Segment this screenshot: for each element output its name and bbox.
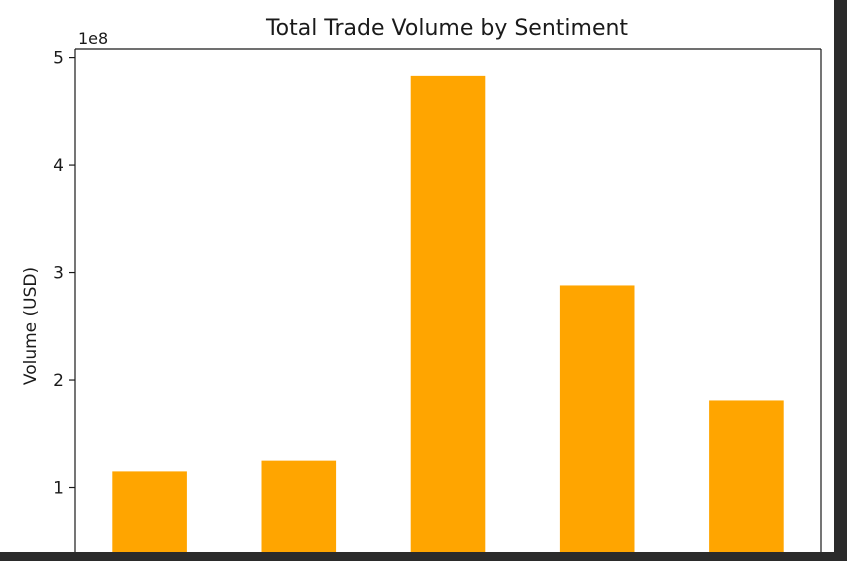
bar-5 — [709, 400, 784, 552]
y-axis-ticks: 1 2 3 4 5 — [53, 49, 75, 499]
chart-title: Total Trade Volume by Sentiment — [265, 16, 628, 41]
bar-1 — [112, 471, 187, 552]
y-tick-label: 5 — [53, 49, 64, 69]
y-tick-label: 3 — [53, 264, 64, 284]
bars — [112, 75, 784, 552]
axes-spines — [74, 48, 822, 552]
y-tick-label: 2 — [53, 371, 64, 391]
y-axis-label: Volume (USD) — [21, 267, 41, 385]
y-tick-label: 1 — [53, 479, 64, 499]
bar-2 — [261, 460, 337, 552]
y-tick-label: 4 — [53, 156, 64, 176]
bar-4 — [559, 285, 635, 552]
bar-3 — [410, 75, 486, 552]
y-axis-offset-label: 1e8 — [78, 29, 108, 48]
